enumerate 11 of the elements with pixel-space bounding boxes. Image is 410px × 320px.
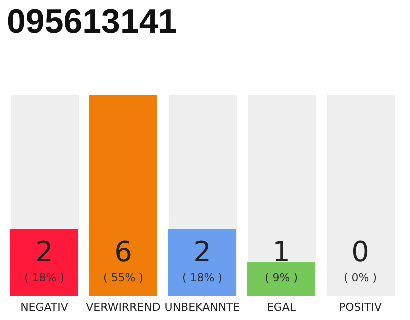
x-tick-label: POSITIV	[338, 301, 382, 314]
x-tick-label: NEGATIV	[20, 301, 69, 314]
data-label: 2 ( 18% )	[24, 236, 65, 284]
data-label: 2 ( 18% )	[182, 236, 223, 284]
data-label: 1 ( 9% )	[264, 236, 298, 284]
data-label: 6 ( 55% )	[103, 236, 144, 284]
chart-title: 095613141	[7, 3, 178, 41]
x-tick-label: UNBEKANNTE	[164, 301, 240, 314]
data-label: 0 ( 0% )	[344, 236, 378, 284]
x-tick-label: VERWIRREND	[86, 301, 161, 314]
x-tick-label: EGAL	[266, 301, 297, 314]
